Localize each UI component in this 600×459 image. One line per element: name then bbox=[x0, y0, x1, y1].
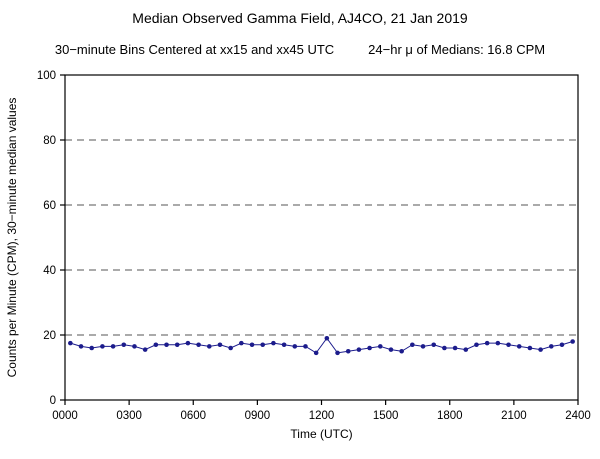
x-tick-label: 2100 bbox=[501, 410, 527, 422]
median-data-point bbox=[121, 342, 127, 348]
x-tick-label: 1500 bbox=[373, 410, 399, 422]
chart-subtitle-mean: 24−hr μ of Medians: 16.8 CPM bbox=[368, 42, 546, 57]
x-tick-label: 1200 bbox=[309, 410, 335, 422]
y-axis-label: Counts per Minute (CPM), 30−minute media… bbox=[5, 98, 19, 378]
median-data-point bbox=[196, 342, 201, 348]
median-data-point bbox=[292, 344, 298, 349]
median-data-point bbox=[185, 340, 191, 346]
y-tick-label: 0 bbox=[50, 395, 56, 407]
x-axis-label: Time (UTC) bbox=[290, 427, 352, 441]
median-data-point bbox=[313, 350, 319, 356]
median-data-point bbox=[110, 344, 116, 349]
median-data-point bbox=[174, 342, 180, 348]
median-data-point bbox=[367, 345, 372, 351]
x-tick-label: 0900 bbox=[245, 410, 271, 422]
median-data-point bbox=[388, 347, 394, 352]
median-data-point bbox=[153, 342, 159, 348]
median-data-point bbox=[452, 345, 458, 351]
y-tick-label: 80 bbox=[43, 135, 56, 147]
median-data-point bbox=[206, 344, 212, 349]
median-data-point bbox=[164, 342, 169, 348]
chart-subtitle-row: 30−minute Bins Centered at xx15 and xx45… bbox=[0, 42, 600, 57]
median-data-point bbox=[249, 342, 255, 348]
median-data-point bbox=[345, 348, 351, 354]
median-data-point bbox=[442, 345, 447, 351]
median-data-point bbox=[506, 342, 511, 348]
median-data-point bbox=[356, 347, 362, 352]
median-data-point bbox=[463, 347, 469, 352]
median-data-point bbox=[89, 345, 95, 351]
median-data-point bbox=[335, 350, 340, 356]
median-data-point bbox=[303, 344, 308, 349]
median-data-point bbox=[260, 342, 266, 348]
median-data-point bbox=[100, 344, 105, 349]
median-data-point bbox=[228, 345, 233, 351]
median-data-point bbox=[516, 344, 522, 349]
median-data-point bbox=[420, 344, 426, 349]
chart-title: Median Observed Gamma Field, AJ4CO, 21 J… bbox=[132, 10, 468, 26]
median-data-point bbox=[484, 340, 490, 346]
median-data-point bbox=[377, 344, 383, 349]
median-data-point bbox=[570, 339, 575, 344]
plot-frame bbox=[64, 74, 579, 401]
median-data-point bbox=[410, 342, 415, 348]
y-tick-label: 60 bbox=[43, 200, 56, 212]
median-data-point bbox=[217, 342, 223, 348]
median-data-point bbox=[68, 340, 73, 346]
median-data-point bbox=[559, 342, 565, 348]
median-data-point bbox=[271, 340, 276, 346]
median-data-point bbox=[281, 342, 287, 348]
median-data-point bbox=[527, 345, 533, 351]
median-data-point bbox=[132, 344, 137, 349]
y-tick-label: 40 bbox=[43, 265, 56, 277]
y-tick-label: 20 bbox=[43, 330, 56, 342]
median-data-point bbox=[474, 342, 479, 348]
median-data-point bbox=[431, 342, 437, 348]
median-data-point bbox=[78, 344, 84, 349]
median-data-point bbox=[399, 348, 404, 354]
median-data-point bbox=[239, 340, 244, 346]
x-tick-label: 1800 bbox=[437, 410, 463, 422]
median-data-point bbox=[538, 347, 543, 352]
chart-subtitle-bins: 30−minute Bins Centered at xx15 and xx45… bbox=[54, 42, 335, 57]
x-tick-label: 0600 bbox=[180, 410, 206, 422]
x-tick-label: 0300 bbox=[116, 410, 142, 422]
x-tick-label: 2400 bbox=[565, 410, 591, 422]
median-data-point bbox=[548, 344, 554, 349]
x-tick-label: 0000 bbox=[52, 410, 78, 422]
median-data-point bbox=[495, 340, 501, 346]
median-data-point bbox=[324, 335, 330, 341]
median-data-point bbox=[142, 347, 148, 352]
y-tick-label: 100 bbox=[37, 70, 56, 82]
